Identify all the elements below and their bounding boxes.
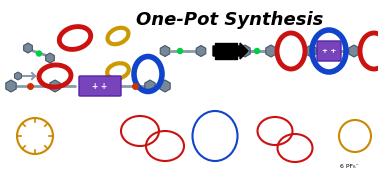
Polygon shape (306, 45, 316, 57)
Polygon shape (24, 43, 33, 53)
Polygon shape (349, 45, 359, 57)
Circle shape (37, 51, 42, 56)
Polygon shape (160, 80, 170, 92)
Polygon shape (6, 80, 16, 92)
FancyBboxPatch shape (79, 76, 121, 96)
Text: 6 PF₆⁻: 6 PF₆⁻ (340, 164, 359, 169)
Polygon shape (46, 53, 54, 63)
Text: One-Pot Synthesis: One-Pot Synthesis (136, 11, 324, 29)
Ellipse shape (277, 33, 305, 69)
Polygon shape (14, 72, 22, 80)
Polygon shape (145, 80, 155, 92)
Polygon shape (266, 45, 276, 57)
Ellipse shape (360, 33, 378, 69)
FancyArrow shape (213, 43, 248, 59)
Polygon shape (160, 46, 170, 57)
Text: + +: + + (93, 81, 108, 91)
Polygon shape (240, 45, 250, 57)
Polygon shape (196, 46, 206, 57)
Text: + +: + + (322, 48, 336, 54)
Polygon shape (50, 80, 60, 92)
Circle shape (254, 49, 260, 54)
Circle shape (178, 49, 183, 54)
FancyBboxPatch shape (317, 41, 341, 61)
